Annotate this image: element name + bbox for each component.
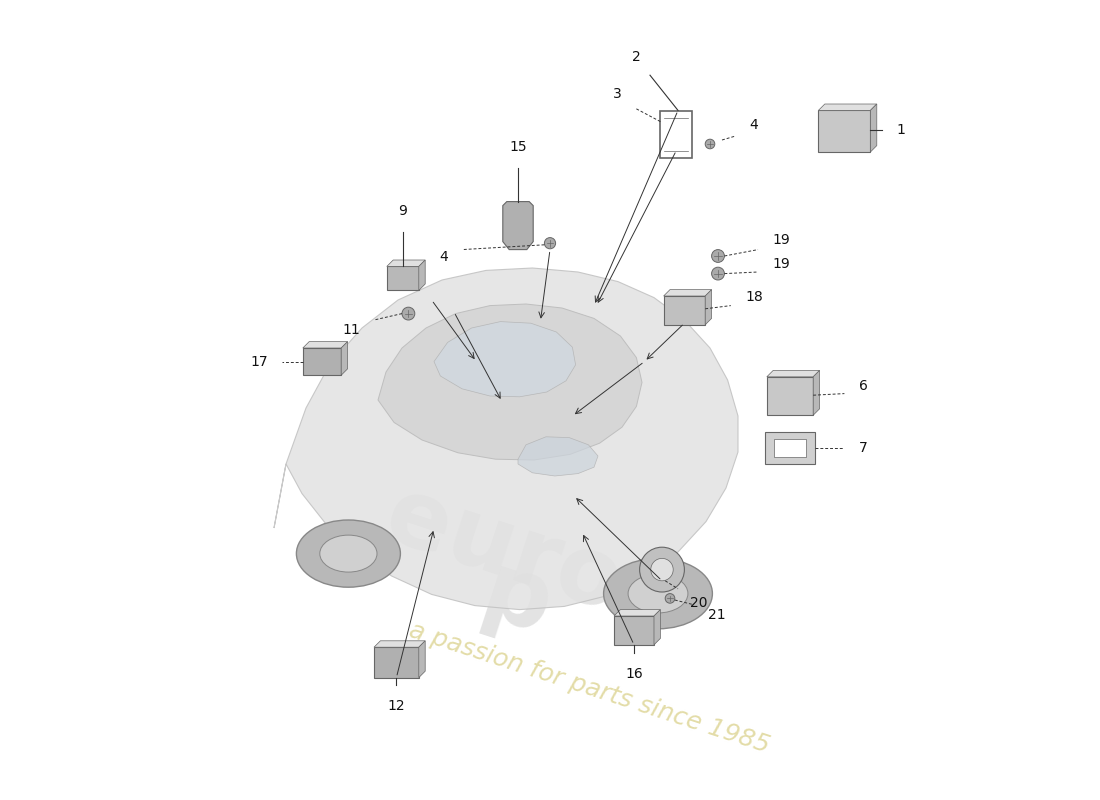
Text: 7: 7 <box>859 441 868 455</box>
Ellipse shape <box>320 535 377 572</box>
Polygon shape <box>419 260 426 290</box>
Ellipse shape <box>296 520 400 587</box>
Text: 17: 17 <box>250 354 267 369</box>
FancyBboxPatch shape <box>302 348 341 375</box>
Polygon shape <box>274 268 738 610</box>
Ellipse shape <box>712 267 725 280</box>
Text: 2: 2 <box>632 50 641 64</box>
Text: 19: 19 <box>772 233 790 247</box>
FancyBboxPatch shape <box>766 432 815 464</box>
Text: 16: 16 <box>625 667 642 681</box>
Text: 15: 15 <box>509 139 527 154</box>
Text: 6: 6 <box>859 379 868 393</box>
Ellipse shape <box>651 558 673 581</box>
Ellipse shape <box>544 238 556 249</box>
Text: euros: euros <box>374 470 686 650</box>
FancyBboxPatch shape <box>387 266 419 290</box>
FancyBboxPatch shape <box>663 296 705 325</box>
Polygon shape <box>614 610 660 616</box>
Text: 4: 4 <box>749 118 758 132</box>
Ellipse shape <box>639 547 684 592</box>
Polygon shape <box>503 202 534 250</box>
Text: 21: 21 <box>708 608 726 622</box>
Polygon shape <box>767 370 820 377</box>
Text: a passion for parts since 1985: a passion for parts since 1985 <box>406 618 772 758</box>
Text: 12: 12 <box>387 699 405 714</box>
Ellipse shape <box>604 558 713 629</box>
Text: p: p <box>470 546 563 654</box>
Polygon shape <box>818 104 877 110</box>
Text: 9: 9 <box>398 204 407 218</box>
Polygon shape <box>654 610 660 645</box>
FancyBboxPatch shape <box>767 377 813 415</box>
Polygon shape <box>870 104 877 152</box>
Ellipse shape <box>402 307 415 320</box>
FancyBboxPatch shape <box>614 616 654 645</box>
Text: 4: 4 <box>439 250 448 265</box>
Text: 18: 18 <box>745 290 762 304</box>
FancyBboxPatch shape <box>774 439 806 457</box>
Polygon shape <box>663 290 712 296</box>
Text: 19: 19 <box>772 258 790 271</box>
Polygon shape <box>813 370 820 415</box>
Text: 3: 3 <box>614 87 623 102</box>
Polygon shape <box>302 342 348 348</box>
FancyBboxPatch shape <box>818 110 870 152</box>
Text: 1: 1 <box>896 122 905 137</box>
Text: 20: 20 <box>690 597 707 610</box>
Polygon shape <box>341 342 348 375</box>
Ellipse shape <box>705 139 715 149</box>
Polygon shape <box>419 641 426 678</box>
Ellipse shape <box>666 594 674 603</box>
Polygon shape <box>378 304 642 460</box>
Polygon shape <box>374 641 426 647</box>
FancyBboxPatch shape <box>374 647 419 678</box>
Ellipse shape <box>712 250 725 262</box>
Polygon shape <box>434 322 575 397</box>
Text: 11: 11 <box>342 323 360 338</box>
Polygon shape <box>705 290 712 325</box>
Polygon shape <box>518 437 598 476</box>
Ellipse shape <box>628 574 688 613</box>
Polygon shape <box>387 260 426 266</box>
